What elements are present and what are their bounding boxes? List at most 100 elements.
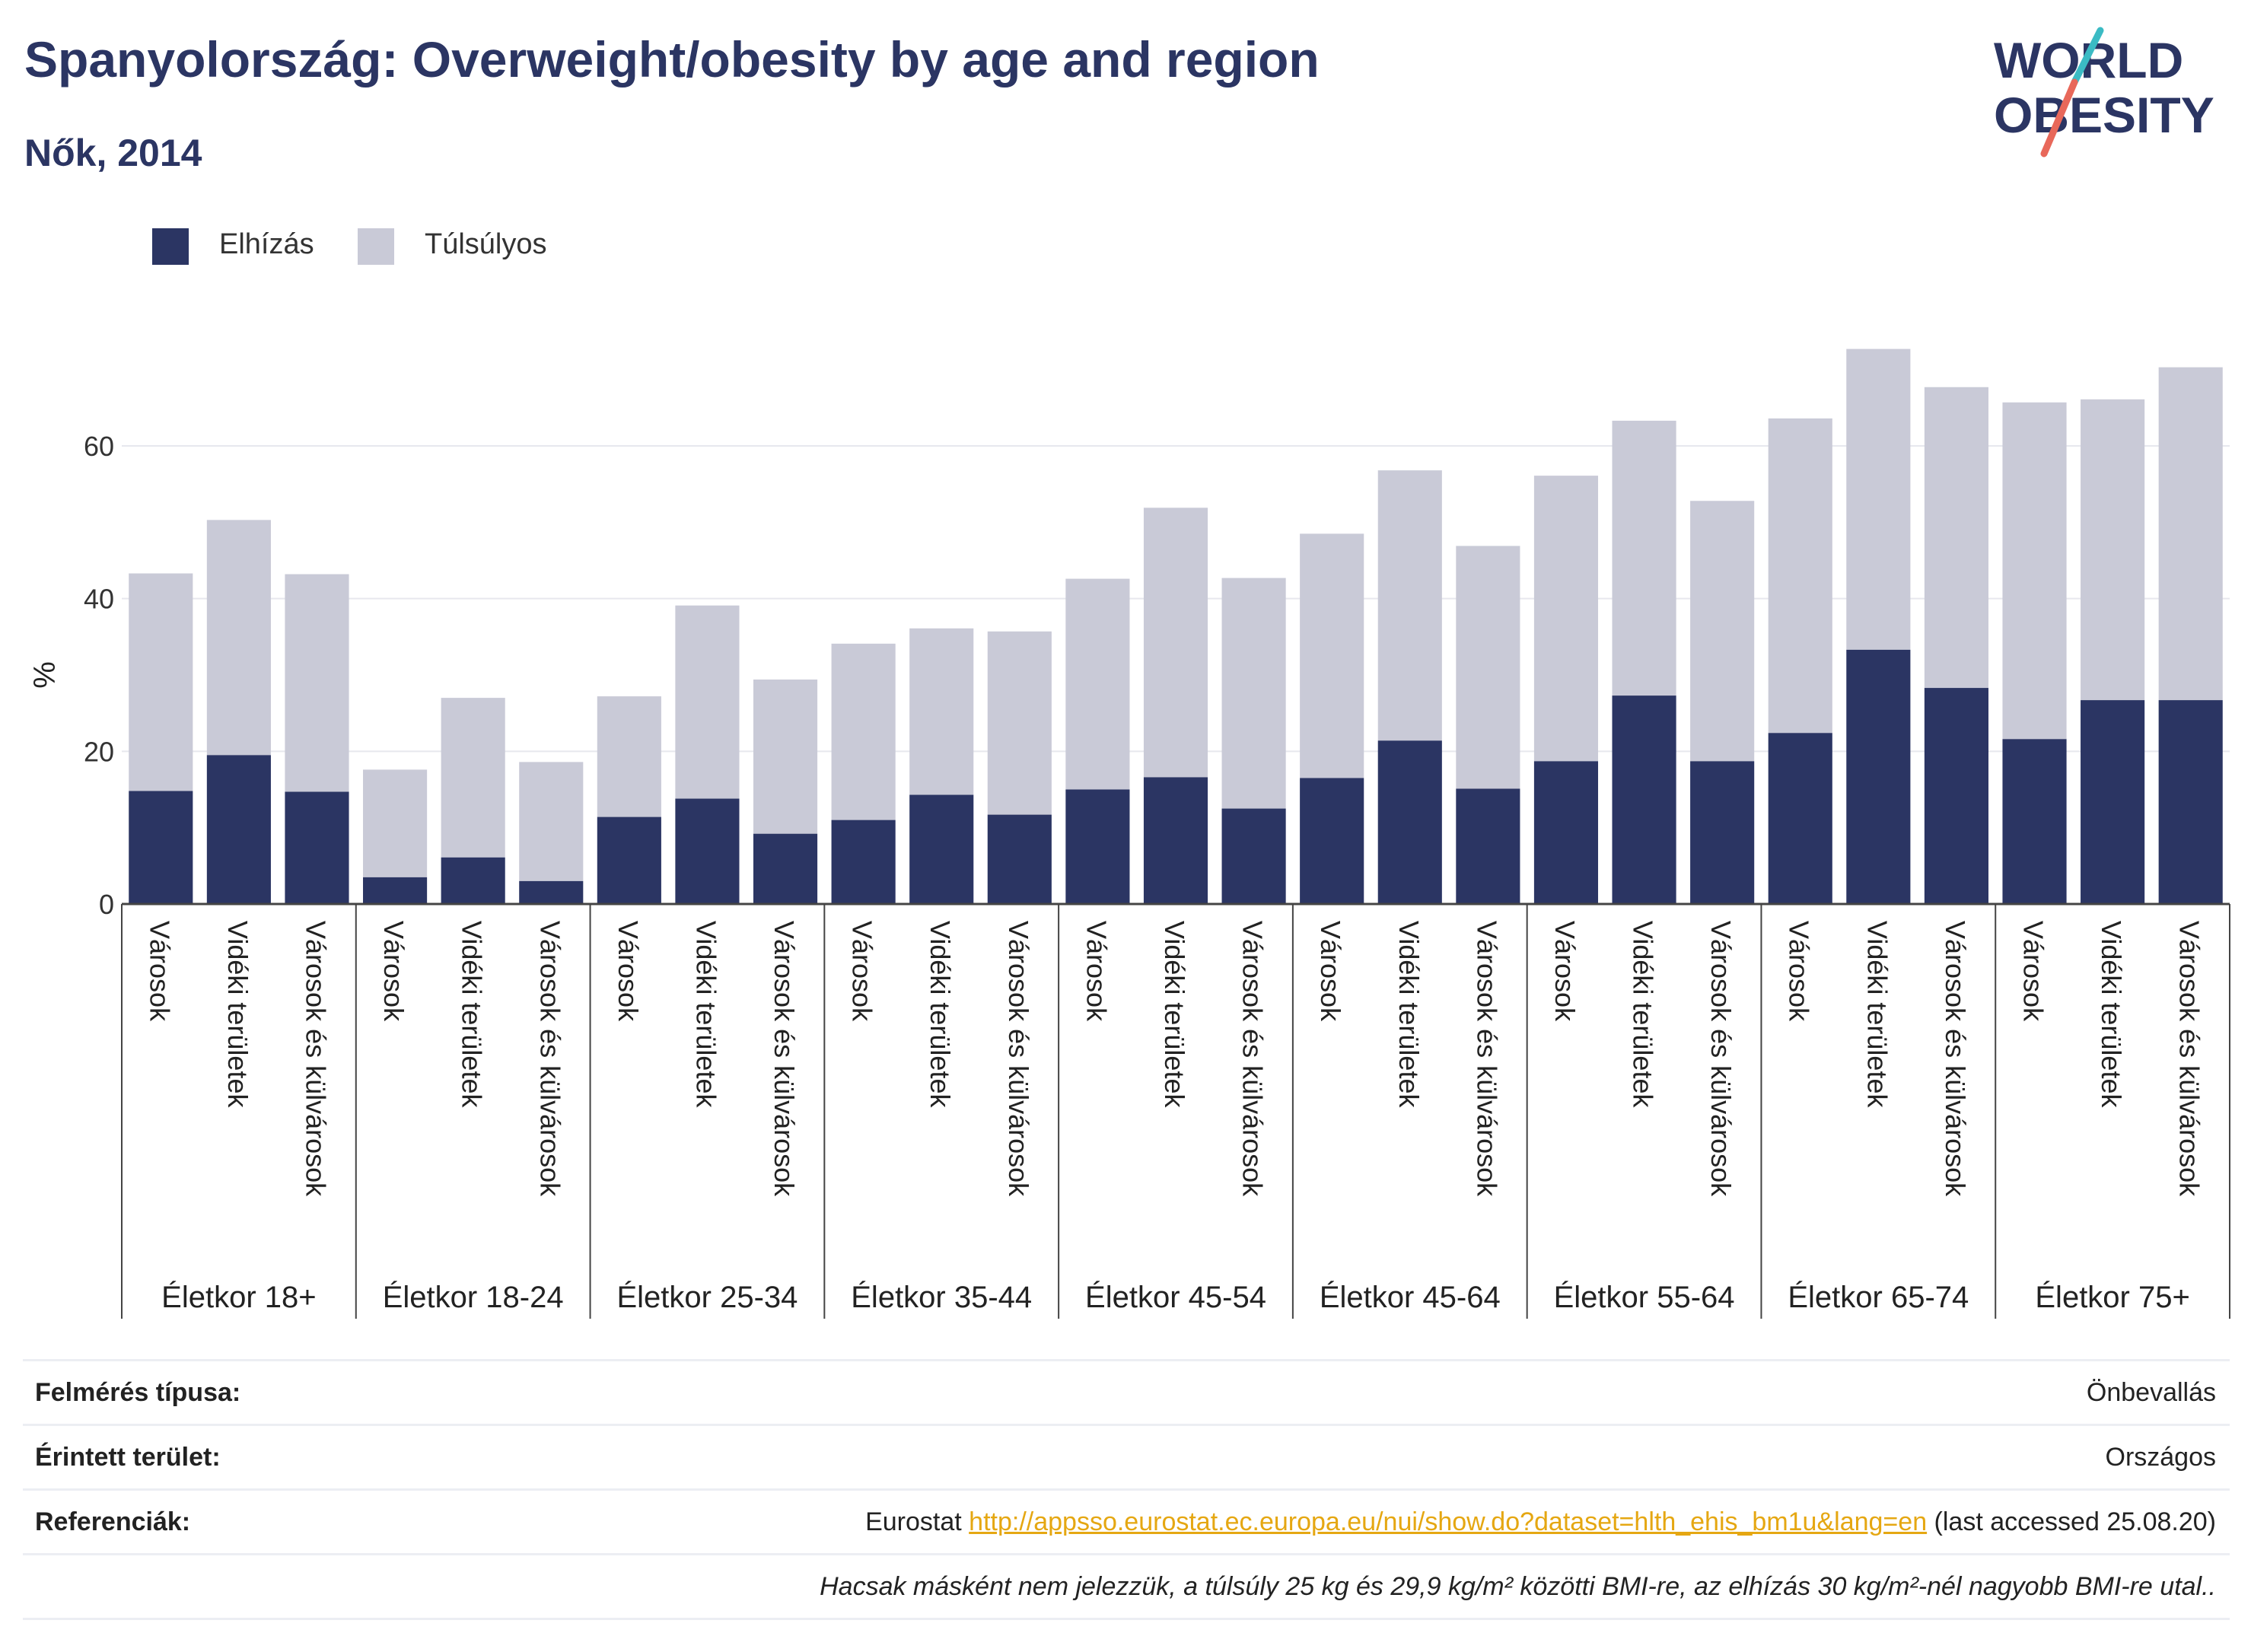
- bar-overweight: [1221, 578, 1286, 809]
- chart-subtitle: Nők, 2014: [24, 132, 202, 174]
- x-tick-label: Városok és külvárosok: [2174, 921, 2205, 1197]
- bar-overweight: [206, 520, 271, 756]
- x-tick-label: Vidéki területek: [1159, 921, 1190, 1108]
- group-label: Életkor 65-74: [1788, 1280, 1969, 1314]
- bar-overweight: [519, 762, 584, 881]
- y-tick-label: 40: [84, 584, 114, 615]
- bar-overweight: [597, 696, 661, 817]
- bar-overweight: [1300, 533, 1364, 778]
- group-label: Életkor 18-24: [383, 1280, 564, 1314]
- x-tick-label: Vidéki területek: [690, 921, 721, 1108]
- x-tick-label: Városok: [2018, 921, 2049, 1022]
- x-tick-label: Vidéki területek: [1861, 921, 1893, 1108]
- bar-overweight: [675, 605, 740, 799]
- bar-obesity: [206, 755, 271, 904]
- group-label: Életkor 35-44: [851, 1280, 1032, 1314]
- bar-overweight: [441, 698, 505, 858]
- group-label: Életkor 25-34: [616, 1280, 798, 1314]
- survey-type-label: Felmérés típusa:: [35, 1378, 241, 1407]
- x-tick-label: Városok: [144, 921, 175, 1022]
- bar-overweight: [753, 680, 818, 834]
- group-label: Életkor 18+: [161, 1280, 316, 1314]
- bar-overweight: [1456, 546, 1520, 789]
- x-tick-label: Városok és külvárosok: [769, 921, 800, 1197]
- bar-obesity: [129, 791, 193, 904]
- info-row-references: Referenciák: Eurostat http://appsso.euro…: [23, 1488, 2230, 1553]
- bar-obesity: [831, 820, 896, 904]
- group-label: Életkor 45-54: [1085, 1280, 1266, 1314]
- bar-overweight: [1377, 470, 1442, 741]
- group-label: Életkor 75+: [2035, 1280, 2189, 1314]
- y-axis-label: %: [28, 661, 62, 689]
- references-prefix: Eurostat: [865, 1507, 969, 1536]
- survey-type-value: Önbevallás: [2086, 1378, 2216, 1407]
- bar-obesity: [363, 877, 428, 904]
- x-tick-label: Városok: [1549, 921, 1581, 1022]
- bar-overweight: [1768, 418, 1832, 734]
- bar-obesity: [675, 798, 740, 904]
- bar-overweight: [2002, 402, 2067, 740]
- bar-obesity: [2081, 700, 2145, 904]
- bmi-note: Hacsak másként nem jelezzük, a túlsúly 2…: [820, 1572, 2216, 1601]
- x-tick-label: Vidéki területek: [925, 921, 956, 1108]
- bar-obesity: [1533, 761, 1599, 904]
- x-tick-label: Városok: [847, 921, 878, 1022]
- legend-swatch-obesity: [152, 228, 189, 265]
- bar-obesity: [1846, 649, 1911, 904]
- bar-obesity: [1456, 788, 1520, 904]
- x-tick-label: Vidéki területek: [2096, 921, 2127, 1108]
- bar-obesity: [1690, 761, 1755, 904]
- logo-slash-teal: [2071, 27, 2104, 86]
- bar-overweight: [831, 643, 896, 820]
- x-tick-label: Városok és külvárosok: [1237, 921, 1269, 1197]
- bar-obesity: [2002, 739, 2067, 904]
- x-tick-label: Városok: [1081, 921, 1112, 1022]
- x-tick-label: Vidéki területek: [457, 921, 488, 1108]
- bar-overweight: [1533, 476, 1599, 762]
- bar-obesity: [1612, 695, 1676, 904]
- y-tick-label: 0: [99, 889, 114, 920]
- x-tick-label: Városok: [613, 921, 644, 1022]
- bar-obesity: [1377, 740, 1442, 904]
- bar-overweight: [1143, 508, 1208, 778]
- world-obesity-logo: WORLD OBESITY: [1994, 27, 2214, 158]
- legend-label-overweight: Túlsúlyos: [425, 228, 547, 260]
- bar-overweight: [1612, 420, 1676, 696]
- x-tick-label: Városok: [1784, 921, 1815, 1022]
- bar-overweight: [2081, 399, 2145, 701]
- bar-overweight: [1065, 578, 1130, 790]
- x-tick-label: Városok és külvárosok: [1940, 921, 1971, 1197]
- group-label: Életkor 45-64: [1320, 1280, 1501, 1314]
- area-value: Országos: [2105, 1443, 2217, 1472]
- bar-overweight: [129, 573, 193, 791]
- references-label: Referenciák:: [35, 1507, 191, 1536]
- legend-label-obesity: Elhízás: [219, 228, 314, 260]
- bar-obesity: [597, 816, 661, 904]
- bar-obesity: [1924, 688, 1988, 904]
- bar-obesity: [753, 833, 818, 904]
- x-tick-label: Városok és külvárosok: [1705, 921, 1737, 1197]
- bar-overweight: [1690, 501, 1755, 762]
- info-row-note: Hacsak másként nem jelezzük, a túlsúly 2…: [23, 1553, 2230, 1620]
- bar-obesity: [519, 880, 584, 904]
- bar-overweight: [285, 574, 349, 792]
- x-tick-label: Vidéki területek: [1393, 921, 1425, 1108]
- references-value: Eurostat http://appsso.eurostat.ec.europ…: [865, 1507, 2216, 1537]
- x-tick-label: Városok: [378, 921, 409, 1022]
- info-table: Felmérés típusa: Önbevallás Érintett ter…: [23, 1359, 2230, 1620]
- x-tick-label: Városok: [1315, 921, 1346, 1022]
- bar-obesity: [1065, 789, 1130, 904]
- chart-title: Spanyolország: Overweight/obesity by age…: [24, 31, 1320, 88]
- bar-obesity: [1143, 777, 1208, 904]
- x-tick-label: Vidéki területek: [1628, 921, 1659, 1108]
- bar-obesity: [1768, 733, 1832, 904]
- bar-obesity: [441, 857, 505, 904]
- bar-obesity: [2158, 700, 2223, 904]
- references-link[interactable]: http://appsso.eurostat.ec.europa.eu/nui/…: [969, 1507, 1928, 1536]
- logo-text-line2: OBESITY: [1994, 87, 2214, 143]
- bar-overweight: [1846, 349, 1911, 650]
- bar-overweight: [987, 631, 1052, 815]
- bar-overweight: [1924, 387, 1988, 689]
- bar-obesity: [987, 814, 1052, 904]
- x-tick-label: Városok és külvárosok: [300, 921, 331, 1197]
